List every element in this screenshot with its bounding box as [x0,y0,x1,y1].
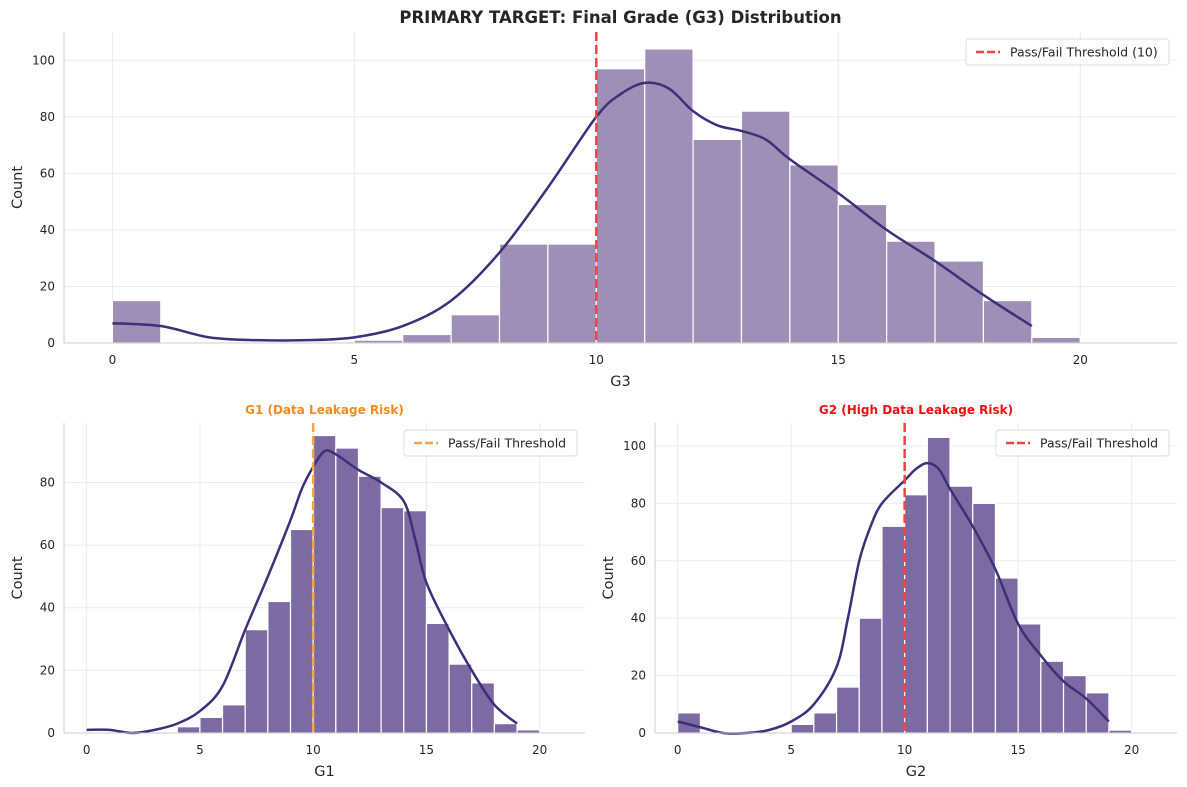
x-axis-label: G1 [314,764,334,780]
y-tick-label: 0 [638,726,646,740]
histogram-bar [790,723,815,734]
x-axis-label: G3 [610,374,630,390]
y-tick-label: 40 [40,601,55,615]
chart-title: PRIMARY TARGET: Final Grade (G3) Distrib… [399,8,841,27]
histogram-bar [994,577,1019,734]
histogram-bar [934,260,985,344]
legend-label: Pass/Fail Threshold (10) [1010,45,1158,60]
histogram-bar [886,240,936,344]
histogram-bar [425,622,450,734]
histogram-bar [858,617,883,734]
y-tick-label: 80 [40,475,55,489]
histogram-bar [692,138,743,344]
histogram-bar [1031,336,1081,344]
y-tick-label: 40 [40,223,55,237]
x-tick-label: 5 [787,743,795,757]
histogram-bar [199,716,224,734]
histogram-bar [448,663,473,734]
histogram-bar [312,434,337,734]
histogram-bar [498,243,549,344]
y-tick-label: 0 [47,336,55,350]
histogram-bar [904,494,928,734]
histogram-bar [881,525,906,734]
g1-distribution-chart: 0 5 10 15 20 0 20 40 60 80 G1 Count G1 (Data Leakage… [10,403,585,780]
histogram-bar [789,164,839,344]
chart-title: G2 (High Data Leakage Risk) [819,403,1013,417]
y-axis-label: Count [10,556,26,599]
y-tick-label: 40 [631,611,646,625]
histogram-bar [644,48,694,344]
histogram-bar [949,485,974,734]
histogram-bar [450,314,501,344]
legend-box [403,429,578,457]
x-tick-label: 5 [351,353,359,367]
g2-distribution-chart: 0 5 10 15 20 0 20 40 60 80 100 G2 Count G2 (High Data… [601,403,1177,780]
x-tick-label: 0 [83,743,91,757]
x-tick-label: 10 [589,353,604,367]
y-tick-label: 20 [631,669,646,683]
y-tick-label: 20 [40,279,55,293]
g3-distribution-chart: 0 5 10 15 20 0 20 40 60 80 100 G3 Count PRIMARY TARGE… [10,8,1177,390]
histogram-bar [837,203,888,344]
kde-curve [677,461,1110,735]
y-tick-label: 60 [631,554,646,568]
y-tick-label: 60 [40,166,55,180]
x-tick-label: 5 [196,743,204,757]
histogram-bar [835,686,860,734]
legend-box [965,38,1170,66]
y-tick-label: 80 [631,496,646,510]
histogram-bar [221,704,246,734]
legend-label: Pass/Fail Threshold [1040,436,1158,451]
y-tick-label: 0 [47,726,55,740]
x-tick-label: 10 [897,743,912,757]
y-axis-label: Count [601,556,617,599]
histogram-bar [111,299,162,344]
histogram-bar [547,243,597,344]
legend-box [995,429,1170,457]
x-axis-label: G2 [906,764,926,780]
y-tick-label: 60 [40,538,55,552]
x-tick-label: 10 [306,743,321,757]
histogram-bar [380,506,405,734]
histogram-bar [357,475,382,734]
histogram-bar [972,502,997,734]
y-tick-label: 100 [623,439,646,453]
x-tick-label: 15 [831,353,846,367]
histogram-bar [403,510,428,734]
y-tick-label: 80 [40,110,55,124]
x-tick-label: 0 [109,353,117,367]
y-tick-label: 100 [32,53,55,67]
kde-curve [112,81,1033,342]
histogram-bar [595,68,646,344]
x-tick-label: 0 [674,743,682,757]
x-tick-label: 15 [1010,743,1025,757]
x-tick-label: 20 [1073,353,1088,367]
chart-title: G1 (Data Leakage Risk) [245,403,404,417]
histogram-bar [493,723,518,734]
histogram-bar [402,333,452,344]
y-tick-label: 20 [40,663,55,677]
x-tick-label: 15 [419,743,434,757]
legend-label: Pass/Fail Threshold [448,436,566,451]
histogram-bar [244,629,269,734]
histogram-bar [335,447,360,734]
y-axis-label: Count [10,166,26,209]
histogram-bar [813,712,838,734]
histogram-bar [176,726,201,734]
x-tick-label: 20 [532,743,547,757]
histogram-bar [289,528,314,734]
x-tick-label: 20 [1124,743,1139,757]
histogram-bar [1085,692,1110,734]
histogram-bar [740,110,791,344]
histogram-bar [267,600,292,734]
histogram-bar [1040,660,1065,734]
